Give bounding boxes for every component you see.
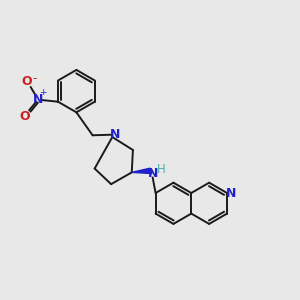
Text: H: H (158, 163, 166, 176)
Text: N: N (33, 93, 43, 106)
Text: O: O (22, 75, 32, 88)
Text: N: N (110, 128, 120, 141)
Text: N: N (226, 187, 236, 200)
Text: -: - (32, 72, 37, 85)
Text: N: N (148, 167, 158, 180)
Text: O: O (20, 110, 30, 123)
Polygon shape (132, 168, 152, 174)
Text: +: + (40, 88, 47, 98)
